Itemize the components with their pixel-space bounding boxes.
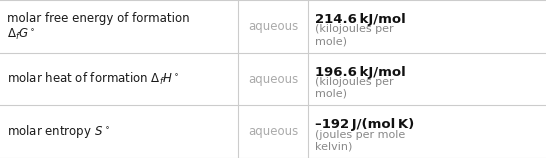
Text: $\Delta_f G^\circ$: $\Delta_f G^\circ$ [7,27,35,42]
Text: molar heat of formation $\Delta_f H^\circ$: molar heat of formation $\Delta_f H^\cir… [7,71,179,87]
Text: aqueous: aqueous [248,20,298,33]
Text: (kilojoules per
mole): (kilojoules per mole) [315,77,394,99]
Text: molar free energy of formation: molar free energy of formation [7,12,189,25]
Text: aqueous: aqueous [248,125,298,138]
Text: (kilojoules per
mole): (kilojoules per mole) [315,24,394,46]
Text: 214.6 kJ/mol: 214.6 kJ/mol [315,13,406,26]
Text: 196.6 kJ/mol: 196.6 kJ/mol [315,66,406,79]
Text: aqueous: aqueous [248,73,298,85]
Text: (joules per mole
kelvin): (joules per mole kelvin) [315,130,405,151]
Text: molar entropy $S^\circ$: molar entropy $S^\circ$ [7,123,109,140]
Text: –192 J/(mol K): –192 J/(mol K) [315,118,414,131]
